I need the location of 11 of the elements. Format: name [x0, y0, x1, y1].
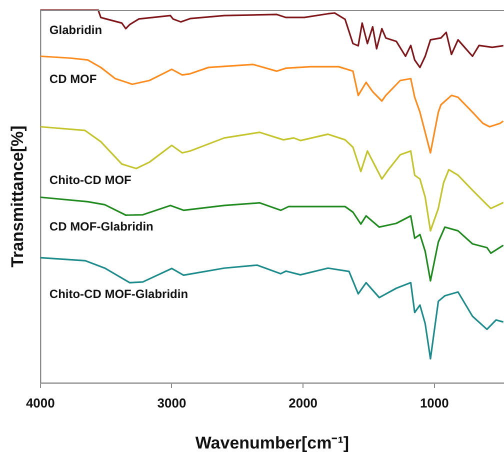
x-tick-label: 1000 — [420, 395, 449, 410]
series-label: Chito-CD MOF — [49, 172, 132, 187]
x-tick-label: 2000 — [288, 395, 318, 410]
x-axis-title: Wavenumber[cm⁻¹] — [195, 433, 350, 452]
series-label: Chito-CD MOF-Glabridin — [49, 286, 188, 301]
x-tick-label: 3000 — [157, 395, 186, 410]
y-axis-title: Transmittance[%] — [8, 126, 27, 268]
series-label: CD MOF-Glabridin — [49, 219, 154, 234]
x-tick-label: 4000 — [26, 395, 55, 410]
series-label: CD MOF — [49, 72, 97, 86]
series-label: Glabridin — [49, 22, 102, 37]
